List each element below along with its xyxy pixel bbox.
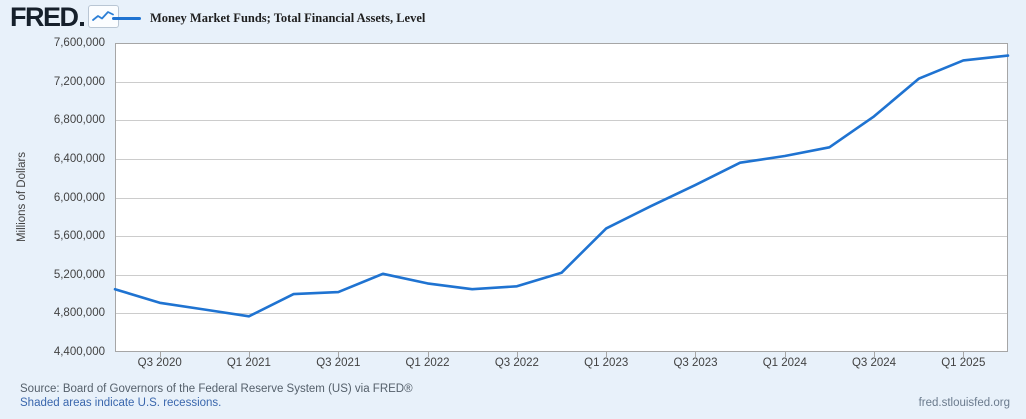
y-tick-label: 4,400,000 (53, 346, 105, 358)
y-tick-label: 6,800,000 (53, 114, 105, 127)
footer: Source: Board of Governors of the Federa… (0, 381, 1026, 419)
x-tick-label: Q1 2021 (226, 357, 271, 369)
y-tick-label: 6,400,000 (53, 152, 105, 165)
x-tick-label: Q1 2025 (941, 357, 986, 369)
recession-note-link[interactable]: Shaded areas indicate U.S. recessions. (20, 397, 222, 409)
fred-logo-dot (79, 22, 84, 26)
x-tick-label: Q1 2024 (762, 357, 807, 369)
y-tick-label: 7,600,000 (53, 37, 105, 49)
chart-svg (113, 43, 1010, 357)
plot-border (115, 43, 1008, 352)
chart-legend: Money Market Funds; Total Financial Asse… (112, 11, 425, 26)
y-tick-label: 6,000,000 (53, 191, 105, 204)
y-tick-label: 4,800,000 (53, 307, 105, 320)
y-tick-label: 5,200,000 (53, 268, 105, 281)
legend-series-label: Money Market Funds; Total Financial Asse… (150, 11, 426, 25)
series-line[interactable] (113, 54, 1010, 318)
y-tick-label: 7,200,000 (53, 75, 105, 88)
y-tick-label: 5,600,000 (53, 230, 105, 243)
y-axis: 7,600,000 7,200,000 6,800,000 6,400,000 6,00… (0, 37, 105, 358)
x-tick-label: Q3 2023 (673, 357, 718, 369)
fred-logo[interactable]: FRED (10, 2, 119, 32)
plot-area[interactable] (113, 43, 1010, 357)
legend-line-swatch (112, 17, 141, 20)
x-tick-label: Q3 2021 (316, 357, 361, 369)
fred-sparkline-icon (87, 5, 119, 28)
x-tick-label: Q3 2020 (137, 357, 182, 369)
header: FRED (10, 2, 119, 32)
fred-logo-text: FRED (10, 2, 79, 32)
source-text: Source: Board of Governors of the Federa… (20, 383, 413, 395)
x-tick-label: Q1 2023 (584, 357, 629, 369)
x-tick-label: Q3 2024 (851, 357, 897, 369)
x-tick-label: Q3 2022 (494, 357, 539, 369)
fred-site-link[interactable]: fred.stlouisfed.org (918, 397, 1010, 409)
x-axis: Q3 2020 Q1 2021 Q3 2021 Q1 2022 Q3 2022 Q1 20… (0, 357, 1026, 373)
x-tick-label: Q1 2022 (405, 357, 450, 369)
